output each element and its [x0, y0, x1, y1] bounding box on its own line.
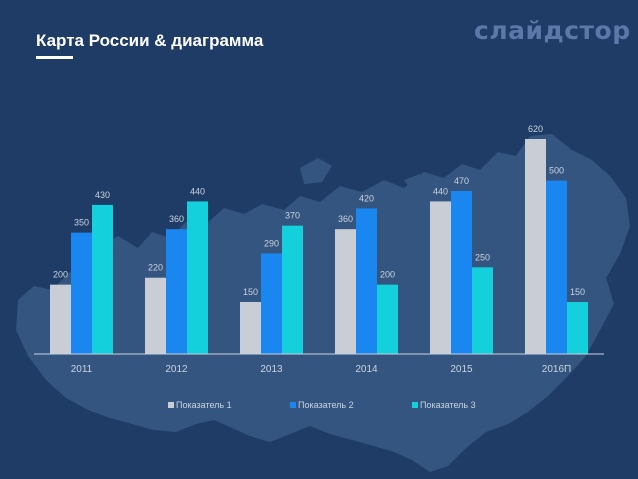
- bar-2-2011: [71, 232, 92, 354]
- bar-3-2011: [92, 204, 113, 354]
- bar-1-2014: [335, 229, 356, 354]
- data-label: 360: [338, 214, 353, 224]
- data-label: 430: [95, 190, 110, 200]
- x-tick-label: 2011: [71, 364, 93, 375]
- x-tick-label: 2016П: [542, 364, 571, 375]
- bar-2-2013: [261, 253, 282, 354]
- bar-3-2014: [377, 284, 398, 354]
- data-label: 200: [53, 270, 68, 280]
- bar-1-2013: [240, 301, 261, 354]
- data-label: 440: [433, 186, 448, 196]
- slide-title: Карта России & диаграмма: [36, 31, 264, 50]
- x-tick-label: 2012: [165, 364, 188, 375]
- bar-1-2015: [430, 201, 451, 354]
- bar-1-2016П: [525, 139, 546, 354]
- data-label: 620: [528, 124, 543, 134]
- data-label: 420: [359, 193, 374, 203]
- legend-swatch: [168, 402, 174, 408]
- brand-logo: слайдстор: [474, 16, 631, 45]
- bar-2-2015: [451, 191, 472, 354]
- bar-3-2015: [472, 267, 493, 354]
- legend-swatch: [412, 402, 418, 408]
- bar-3-2016П: [567, 301, 588, 354]
- data-label: 150: [570, 287, 585, 297]
- legend-label: Показатель 2: [298, 400, 354, 410]
- data-label: 500: [549, 166, 564, 176]
- x-tick-label: 2015: [450, 364, 473, 375]
- data-label: 290: [264, 238, 279, 248]
- title-underline: [36, 56, 73, 59]
- bar-1-2012: [145, 277, 166, 354]
- bar-2-2012: [166, 229, 187, 354]
- bar-2-2016П: [546, 180, 567, 354]
- data-label: 470: [454, 176, 469, 186]
- data-label: 200: [380, 270, 395, 280]
- bar-3-2013: [282, 225, 303, 354]
- legend-label: Показатель 3: [420, 400, 476, 410]
- legend-swatch: [290, 402, 296, 408]
- data-label: 370: [285, 211, 300, 221]
- bar-3-2012: [187, 201, 208, 354]
- bar-2-2014: [356, 208, 377, 354]
- data-label: 220: [148, 263, 163, 273]
- x-tick-label: 2014: [355, 364, 378, 375]
- x-tick-label: 2013: [260, 364, 283, 375]
- data-label: 360: [169, 214, 184, 224]
- data-label: 440: [190, 186, 205, 196]
- legend-label: Показатель 1: [176, 400, 232, 410]
- data-label: 250: [475, 252, 490, 262]
- data-label: 350: [74, 218, 89, 228]
- bar-1-2011: [50, 284, 71, 354]
- data-label: 150: [243, 287, 258, 297]
